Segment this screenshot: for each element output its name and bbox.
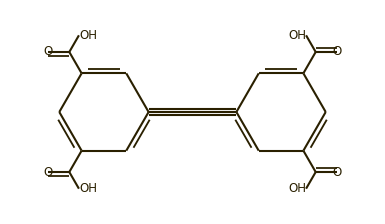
Text: O: O — [333, 166, 342, 179]
Text: OH: OH — [288, 29, 306, 42]
Text: OH: OH — [79, 182, 97, 195]
Text: O: O — [43, 166, 52, 179]
Text: OH: OH — [79, 29, 97, 42]
Text: OH: OH — [288, 182, 306, 195]
Text: O: O — [43, 45, 52, 58]
Text: O: O — [333, 45, 342, 58]
